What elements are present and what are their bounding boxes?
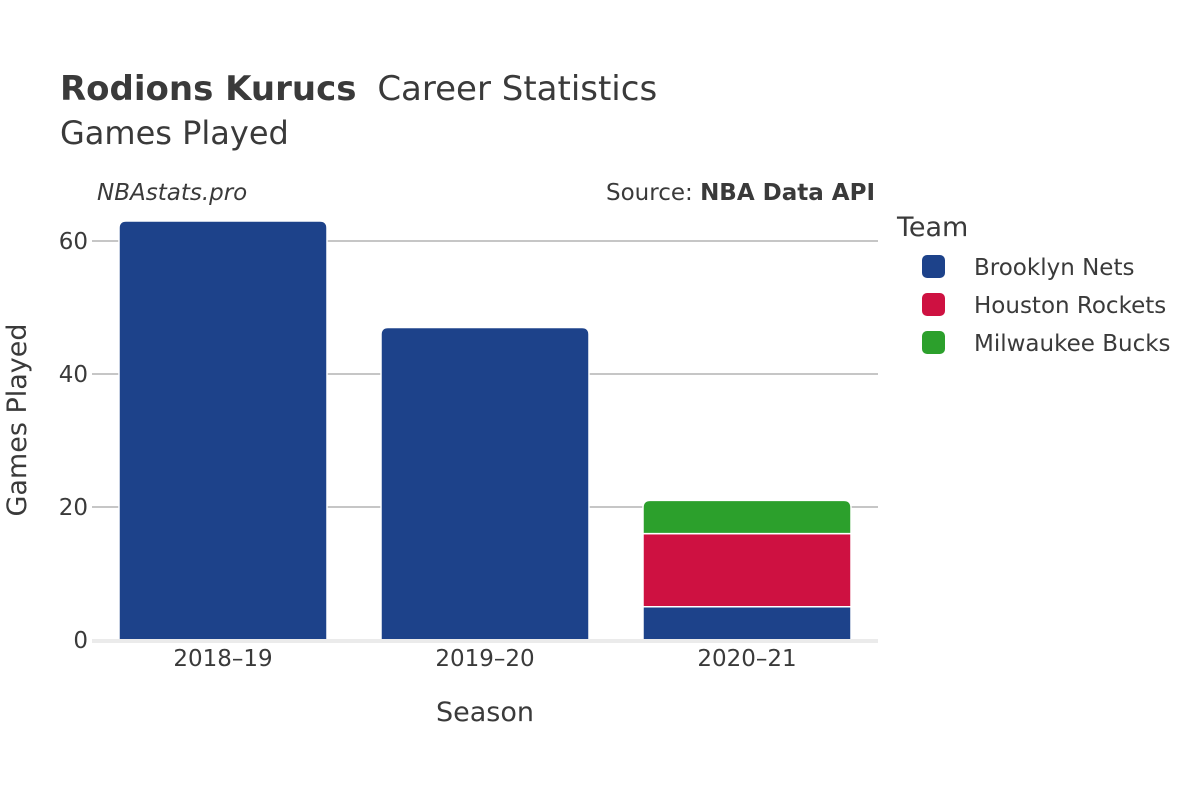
legend-title: Team (896, 212, 968, 243)
chart-title: Rodions Kurucs Career Statistics (60, 69, 657, 109)
bar-milwaukee-bucks-2020–21 (642, 499, 852, 535)
y-tick-label: 40 (59, 362, 88, 388)
x-axis-title: Season (436, 697, 534, 728)
source-credit: Source: NBA Data API (606, 180, 875, 206)
bar-brooklyn-nets-2018–19 (118, 220, 328, 641)
source-prefix: Source: (606, 180, 700, 206)
legend-swatch-houston-rockets (922, 293, 945, 316)
y-axis-title: Games Played (2, 323, 33, 516)
legend-label-milwaukee-bucks: Milwaukee Bucks (974, 331, 1171, 357)
bar-brooklyn-nets-2020–21 (642, 606, 852, 641)
axes: 0 20 40 60 2018–19 2019–20 2020–21 (59, 229, 878, 672)
legend-swatch-brooklyn-nets (922, 255, 945, 278)
bar-houston-rockets-2020–21 (642, 532, 852, 608)
x-tick-label: 2020–21 (697, 646, 796, 672)
y-tick-label: 20 (59, 495, 88, 521)
x-tick-label: 2018–19 (173, 646, 272, 672)
source-name: NBA Data API (700, 180, 875, 206)
chart-title-bold: Rodions Kurucs (60, 69, 357, 109)
y-tick-label: 60 (59, 229, 88, 255)
chart-subtitle: Games Played (60, 114, 289, 152)
site-credit: NBAstats.pro (97, 180, 247, 206)
legend-label-houston-rockets: Houston Rockets (974, 293, 1166, 319)
legend-swatch-milwaukee-bucks (922, 331, 945, 354)
bars (118, 220, 852, 641)
y-tick-label: 0 (73, 628, 88, 654)
bar-brooklyn-nets-2019–20 (380, 326, 590, 641)
legend-label-brooklyn-nets: Brooklyn Nets (974, 255, 1134, 281)
legend: Team Brooklyn Nets Houston Rockets Milwauk… (896, 212, 1171, 357)
chart-title-rest: Career Statistics (377, 69, 657, 109)
x-tick-label: 2019–20 (435, 646, 534, 672)
